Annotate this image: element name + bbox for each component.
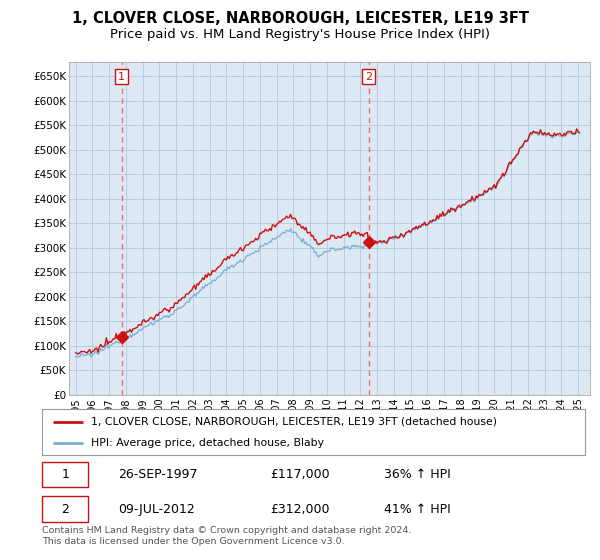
Text: HPI: Average price, detached house, Blaby: HPI: Average price, detached house, Blab… [91,438,324,448]
Text: 09-JUL-2012: 09-JUL-2012 [118,503,195,516]
Text: 1, CLOVER CLOSE, NARBOROUGH, LEICESTER, LE19 3FT: 1, CLOVER CLOSE, NARBOROUGH, LEICESTER, … [71,11,529,26]
FancyBboxPatch shape [42,462,88,487]
Text: 2: 2 [61,503,69,516]
Text: Price paid vs. HM Land Registry's House Price Index (HPI): Price paid vs. HM Land Registry's House … [110,28,490,41]
Text: 26-SEP-1997: 26-SEP-1997 [118,468,197,481]
Text: 2: 2 [365,72,373,82]
Text: Contains HM Land Registry data © Crown copyright and database right 2024.
This d: Contains HM Land Registry data © Crown c… [42,526,412,546]
Text: 36% ↑ HPI: 36% ↑ HPI [384,468,451,481]
Text: £312,000: £312,000 [270,503,329,516]
Text: 1: 1 [61,468,69,481]
FancyBboxPatch shape [42,496,88,522]
Text: 1, CLOVER CLOSE, NARBOROUGH, LEICESTER, LE19 3FT (detached house): 1, CLOVER CLOSE, NARBOROUGH, LEICESTER, … [91,417,497,427]
Text: 1: 1 [118,72,125,82]
Text: 41% ↑ HPI: 41% ↑ HPI [384,503,451,516]
Text: £117,000: £117,000 [270,468,329,481]
